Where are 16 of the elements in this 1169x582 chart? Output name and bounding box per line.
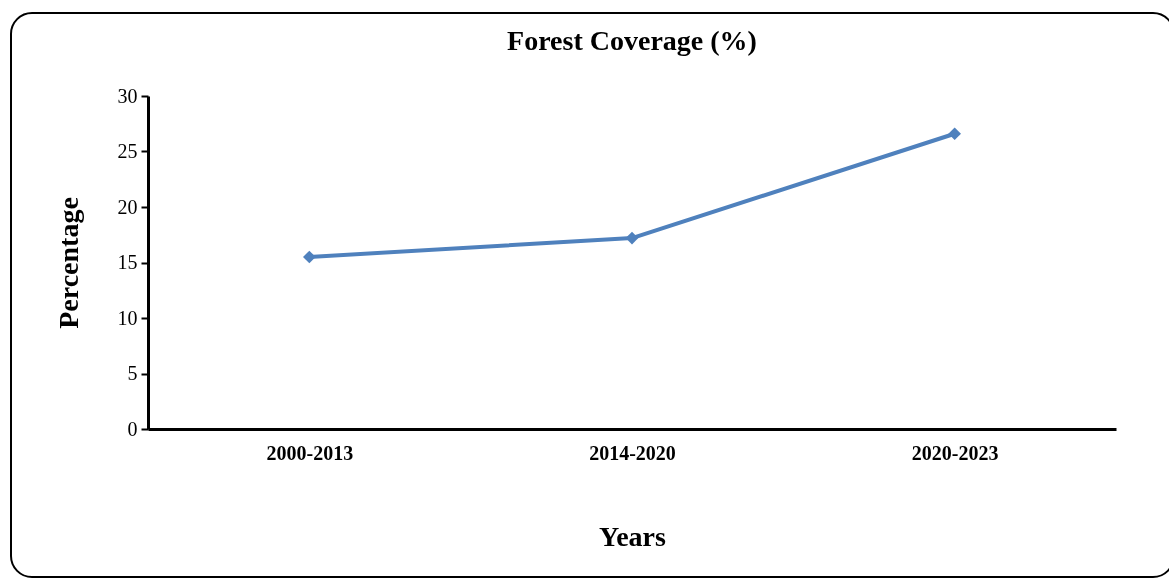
- y-axis-title: Percentage: [52, 197, 84, 329]
- point: [948, 127, 961, 141]
- x-axis-title: Years: [599, 520, 667, 552]
- point: [625, 231, 639, 245]
- y-tick-label: 10: [117, 306, 138, 329]
- x-tick-label: 2000-2013: [266, 441, 354, 464]
- y-tick-label: 15: [117, 251, 138, 273]
- chart-title: Forest Coverage (%): [507, 25, 757, 56]
- x-tick-label: 2014-2020: [589, 441, 676, 464]
- y-tick-label: 25: [117, 140, 138, 162]
- y-tick-label: 0: [127, 417, 138, 440]
- y-tick-label: 30: [117, 84, 138, 107]
- x-tick-label: 2020-2023: [911, 441, 999, 464]
- y-tick-label: 20: [117, 195, 138, 218]
- y-tick-label: 5: [127, 362, 138, 384]
- point: [303, 250, 316, 264]
